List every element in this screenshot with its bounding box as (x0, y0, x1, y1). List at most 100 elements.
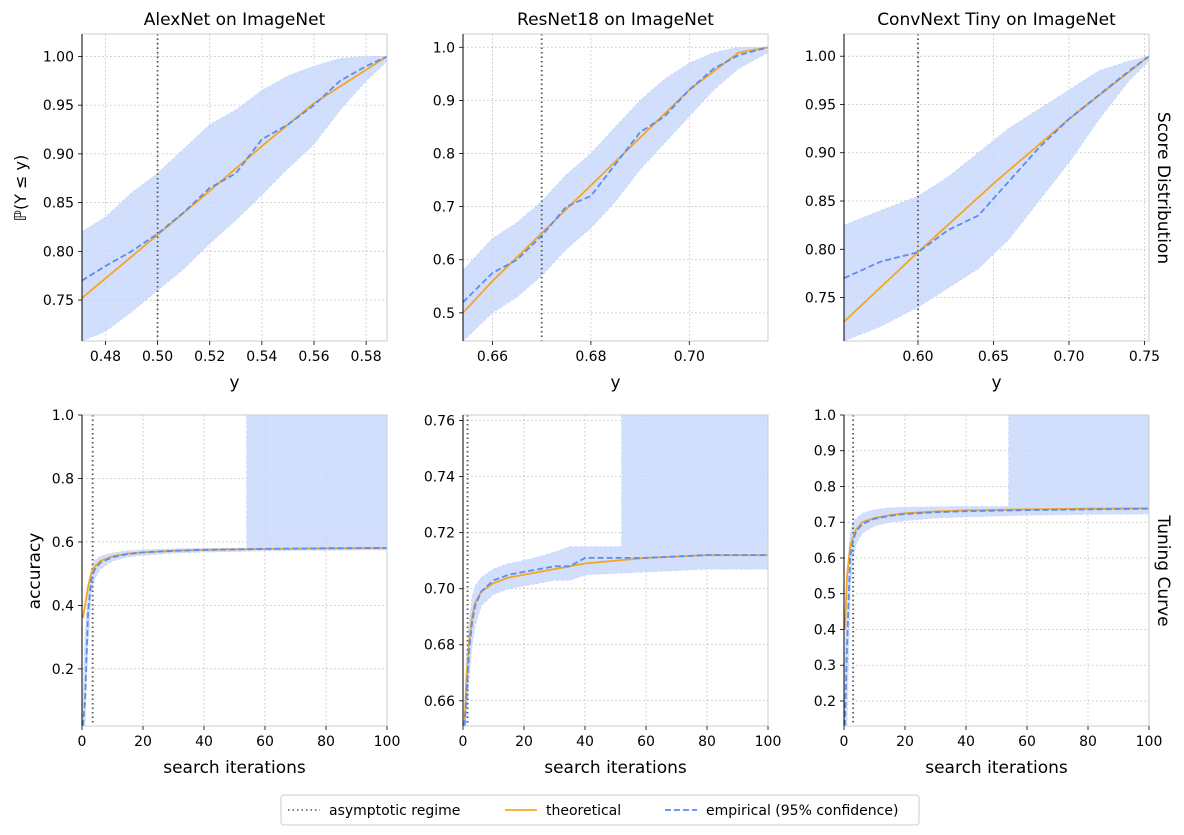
x-tick-label: 60 (637, 734, 655, 750)
y-tick-label: 0.66 (424, 694, 455, 710)
y-tick-label: 0.72 (424, 526, 455, 542)
y-tick-label: 1.0 (814, 408, 836, 424)
x-tick-label: 100 (755, 734, 782, 750)
panel-5: 0 20 40 60 80 100 0.2 0.3 0.4 0.5 0.6 0.7 0.8 0.9 1.0 s… (814, 408, 1163, 778)
theoretical-line (463, 554, 768, 726)
x-axis-label: y (610, 373, 620, 393)
panel-1: 0.66 0.68 0.70 0.5 0.6 0.7 0.8 0.9 1.0 ResNet18 o… (433, 10, 769, 393)
y-tick-label: 1.0 (433, 40, 455, 56)
y-tick-label: 0.90 (805, 146, 836, 162)
y-tick-label: 0.9 (814, 444, 836, 460)
y-tick-label: 0.6 (814, 551, 836, 567)
y-tick-label: 0.85 (805, 194, 836, 210)
x-axis-label: search iterations (163, 758, 306, 778)
legend: asymptotic regime theoretical empirical … (280, 794, 920, 826)
y-tick-label: 0.85 (43, 196, 74, 212)
y-tick-label: 0.2 (814, 694, 836, 710)
y-tick-label: 0.8 (52, 471, 74, 487)
x-tick-label: 0.56 (298, 349, 329, 365)
x-axis-label: y (229, 373, 239, 393)
y-tick-label: 0.6 (433, 253, 455, 269)
x-axis-label: y (991, 373, 1001, 393)
y-tick-label: 0.6 (52, 535, 74, 551)
y-tick-label: 0.95 (805, 97, 836, 113)
x-axis-label: search iterations (925, 758, 1068, 778)
x-tick-label: 20 (896, 734, 914, 750)
y-tick-label: 0.80 (805, 242, 836, 258)
x-tick-label: 0.60 (902, 349, 933, 365)
y-tick-label: 0.75 (43, 293, 74, 309)
confidence-band (463, 46, 768, 341)
y-tick-label: 0.8 (433, 147, 455, 163)
x-tick-label: 40 (576, 734, 594, 750)
x-tick-label: 20 (515, 734, 533, 750)
y-axis-label-top: ℙ(Y ≤ y) (11, 155, 30, 222)
panel-title: AlexNet on ImageNet (144, 10, 326, 30)
x-tick-label: 0.58 (351, 349, 382, 365)
x-tick-label: 0.70 (674, 349, 705, 365)
y-axis-label-bottom: accuracy (25, 533, 45, 610)
row-label-score-distribution: Score Distribution (1153, 112, 1173, 264)
row-label-tuning-curve: Tuning Curve (1153, 514, 1173, 626)
y-tick-label: 1.0 (52, 408, 74, 424)
x-tick-label: 0 (840, 734, 849, 750)
plot-area-2 (844, 34, 1149, 341)
legend-label-asymptotic: asymptotic regime (329, 803, 460, 819)
y-tick-label: 0.8 (814, 479, 836, 495)
x-tick-label: 0.54 (246, 349, 277, 365)
y-tick-label: 0.76 (424, 414, 455, 430)
y-tick-label: 0.95 (43, 98, 74, 114)
plot-area-1 (463, 34, 768, 341)
confidence-band (82, 415, 387, 726)
x-tick-label: 60 (1018, 734, 1036, 750)
panel-3: 0 20 40 60 80 100 0.2 0.4 0.6 0.8 1.0 search iterat… (52, 408, 401, 778)
x-tick-label: 0.50 (142, 349, 173, 365)
x-tick-label: 0.52 (194, 349, 225, 365)
panels-layer: 0.48 0.50 0.52 0.54 0.56 0.580.750.800.850.90… (43, 10, 1163, 778)
x-tick-label: 100 (1136, 734, 1163, 750)
y-tick-label: 0.80 (43, 244, 74, 260)
theoretical-line (463, 46, 768, 314)
x-tick-label: 0 (459, 734, 468, 750)
y-tick-label: 0.3 (814, 658, 836, 674)
plot-area-4 (463, 415, 768, 726)
x-tick-label: 40 (195, 734, 213, 750)
empirical-line (844, 55, 1149, 280)
confidence-band (82, 56, 387, 341)
y-tick-label: 1.00 (805, 49, 836, 65)
y-tick-label: 0.9 (433, 93, 455, 109)
y-tick-label: 0.4 (52, 598, 74, 614)
plot-area-3 (82, 415, 387, 726)
plot-area-0 (82, 34, 387, 341)
panel-2: 0.60 0.65 0.70 0.75 0.75 0.80 0.85 0.90 0.95 1.00… (805, 10, 1160, 393)
y-tick-label: 0.7 (433, 200, 455, 216)
y-tick-label: 1.00 (43, 49, 74, 65)
theoretical-line (82, 547, 387, 619)
panel-title: ConvNext Tiny on ImageNet (877, 10, 1116, 30)
theoretical-line (844, 507, 1149, 630)
empirical-line (844, 507, 1149, 726)
confidence-band (844, 55, 1149, 341)
x-tick-label: 80 (1079, 734, 1097, 750)
x-tick-label: 0.75 (1129, 349, 1160, 365)
y-tick-label: 0.7 (814, 515, 836, 531)
x-axis-label: search iterations (544, 758, 687, 778)
x-tick-label: 0.66 (477, 349, 508, 365)
y-tick-label: 0.70 (424, 582, 455, 598)
y-tick-label: 0.74 (424, 470, 455, 486)
panel-0: 0.48 0.50 0.52 0.54 0.56 0.58 0.75 0.80 0.85 0.90… (43, 10, 388, 393)
x-tick-label: 0.48 (90, 349, 121, 365)
x-tick-label: 0.65 (978, 349, 1009, 365)
x-tick-label: 80 (698, 734, 716, 750)
y-tick-label: 0.4 (814, 622, 836, 638)
x-tick-label: 60 (256, 734, 274, 750)
panel-4: 0 20 40 60 80 100 0.66 0.68 0.70 0.72 0.74 0.76 sear… (424, 414, 782, 778)
y-tick-label: 0.2 (52, 662, 74, 678)
panel-title: ResNet18 on ImageNet (517, 10, 714, 30)
plot-area-5 (844, 415, 1149, 726)
confidence-band (464, 415, 768, 726)
confidence-band (844, 415, 1149, 726)
legend-frame (280, 794, 920, 826)
y-tick-label: 0.5 (814, 587, 836, 603)
